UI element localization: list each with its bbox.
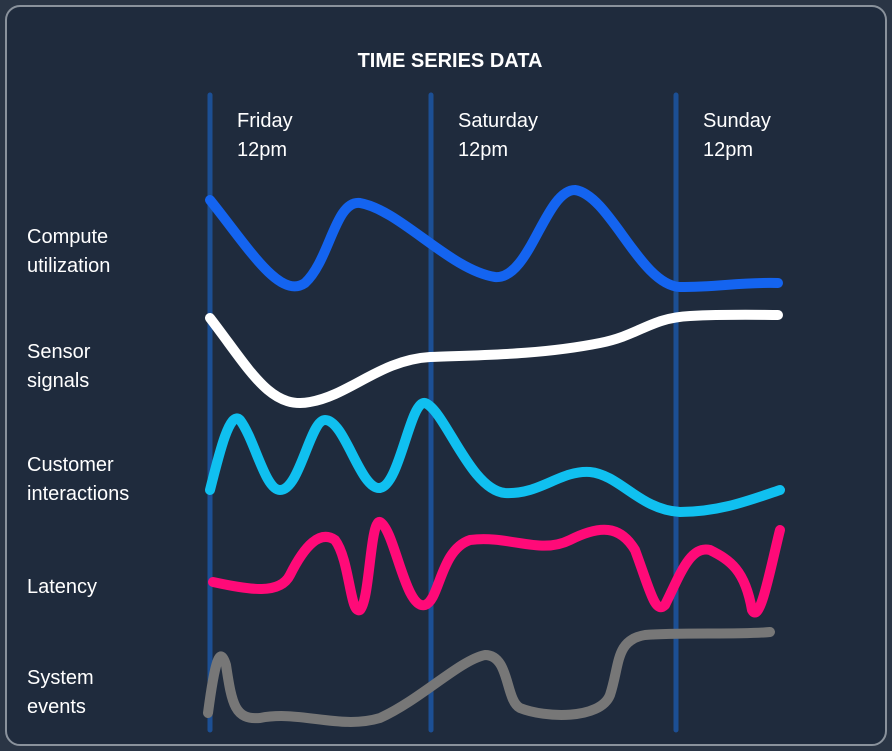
time-label: 12pm: [237, 139, 287, 161]
time-label: 12pm: [458, 139, 508, 161]
row-label: Compute: [27, 226, 108, 248]
row-label: signals: [27, 370, 89, 392]
row-label: Latency: [27, 576, 97, 598]
customer-curve: [205, 398, 785, 517]
row-label: System: [27, 667, 94, 689]
day-label: Sunday: [703, 110, 771, 132]
title: TIME SERIES DATA: [358, 50, 543, 72]
time-label: 12pm: [703, 139, 753, 161]
column-labels: Friday 12pm Saturday 12pm Sunday 12pm: [237, 110, 771, 161]
compute-curve: [205, 185, 783, 292]
latency-curve: [208, 516, 785, 618]
sensor-curve: [205, 309, 783, 408]
system-curve: [203, 627, 775, 727]
row-labels: Compute utilization Sensor signals Customer i…: [27, 226, 129, 718]
row-label: Customer: [27, 454, 114, 476]
row-label: events: [27, 696, 86, 718]
row-label: Sensor: [27, 341, 91, 363]
panel: [5, 5, 887, 746]
row-label: utilization: [27, 255, 110, 277]
day-label: Saturday: [458, 110, 538, 132]
row-label: interactions: [27, 483, 129, 505]
day-label: Friday: [237, 110, 293, 132]
